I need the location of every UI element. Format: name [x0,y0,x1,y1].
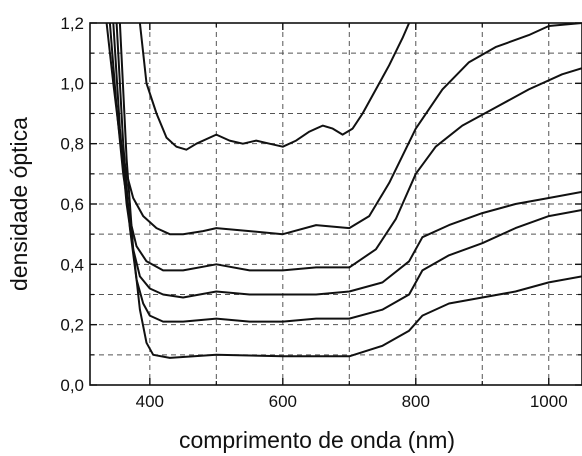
y-tick-label: 0,6 [60,195,84,214]
x-tick-label: 800 [402,392,430,411]
series-line-5 [105,23,582,236]
y-axis-label: densidade óptica [6,117,32,291]
x-tick-label: 400 [136,392,164,411]
series-line-6 [138,23,411,151]
y-tick-label: 0,4 [60,255,84,274]
y-tick-label: 0,8 [60,135,84,154]
series-line-4 [108,23,582,272]
series-line-2 [115,23,582,323]
grid [90,23,582,385]
y-tick-label: 1,2 [60,14,84,33]
x-axis-label: comprimento de onda (nm) [179,427,455,453]
series-line-3 [112,23,582,299]
y-tick-label: 0,2 [60,316,84,335]
ticks [90,22,582,386]
x-tick-label: 600 [269,392,297,411]
series-group [105,23,582,359]
x-tick-label: 1000 [530,392,568,411]
y-tick-label: 1,0 [60,74,84,93]
tick-labels: 400 600 800 1000 0,0 0,2 0,4 0,6 0,8 1,0 1,2 [60,14,567,411]
y-tick-label: 0,0 [60,376,84,395]
series-line-1 [118,23,582,359]
